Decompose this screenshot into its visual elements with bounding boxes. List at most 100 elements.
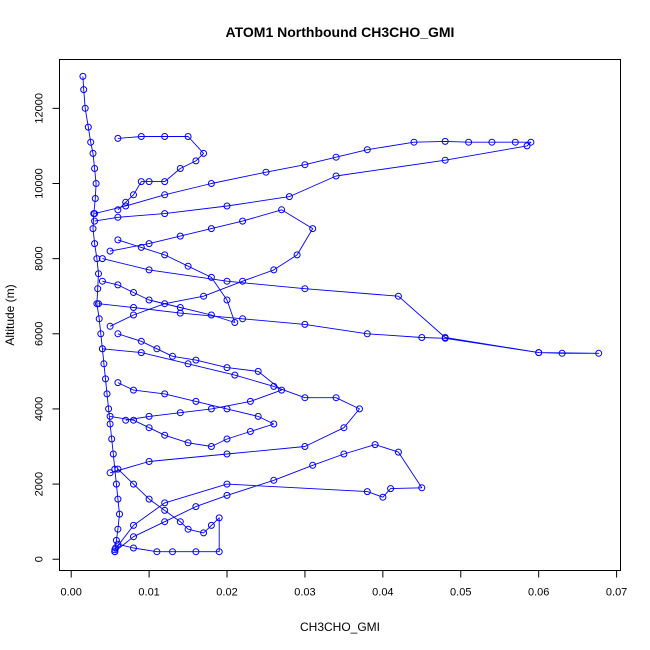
data-point <box>192 356 200 364</box>
data-point <box>176 304 184 311</box>
data-point <box>207 443 215 450</box>
x-tick-label: 0.06 <box>528 587 549 599</box>
data-point <box>103 390 111 398</box>
data-point <box>91 210 99 218</box>
data-point <box>106 420 114 428</box>
data-point <box>441 156 449 164</box>
data-point <box>91 217 99 225</box>
data-point <box>114 206 122 214</box>
data-point <box>270 476 278 484</box>
data-point <box>207 225 215 233</box>
data-point <box>223 450 231 458</box>
data-point <box>84 123 92 131</box>
data-point <box>239 217 247 225</box>
data-point <box>89 225 97 233</box>
x-tick-label: 0.03 <box>294 587 315 599</box>
data-point <box>87 138 95 146</box>
data-point <box>223 364 231 372</box>
data-point <box>106 247 114 255</box>
data-point <box>278 206 286 214</box>
data-point <box>231 371 239 379</box>
data-point <box>111 546 119 554</box>
series-7 <box>106 379 278 450</box>
data-point <box>270 266 278 274</box>
data-point <box>137 133 145 140</box>
data-point <box>169 352 176 360</box>
data-point <box>356 405 363 413</box>
data-point <box>95 270 102 278</box>
data-point <box>114 236 122 244</box>
data-point <box>114 330 122 338</box>
data-point <box>122 416 130 424</box>
series-line <box>82 76 120 552</box>
data-point <box>114 540 122 548</box>
data-point <box>418 484 426 492</box>
data-point <box>176 232 184 240</box>
data-point <box>161 431 169 439</box>
series-line <box>102 239 236 323</box>
data-point <box>207 180 215 187</box>
y-tick-label: 10000 <box>34 168 46 199</box>
series-line <box>114 444 423 553</box>
data-point <box>161 300 169 308</box>
data-point <box>184 360 192 368</box>
series-3 <box>95 255 603 357</box>
data-point <box>595 349 603 357</box>
data-point <box>145 178 153 186</box>
series-line <box>117 468 220 553</box>
data-point <box>363 146 371 154</box>
data-point <box>106 469 114 477</box>
data-point <box>200 529 208 537</box>
data-point <box>207 273 215 281</box>
x-tick-label: 0.05 <box>450 587 471 599</box>
x-tick-label: 0.02 <box>216 587 237 599</box>
data-point <box>145 240 153 248</box>
data-point <box>114 525 122 533</box>
x-tick-label: 0.00 <box>60 587 81 599</box>
data-point <box>145 424 153 432</box>
series-line <box>117 333 283 421</box>
data-point <box>184 525 192 533</box>
data-point <box>106 412 114 420</box>
data-point <box>95 300 102 308</box>
x-axis-label: CH3CHO_GMI <box>300 620 380 634</box>
series-5 <box>106 206 317 330</box>
data-point <box>223 202 231 210</box>
data-point <box>207 405 215 413</box>
data-point <box>379 493 387 501</box>
data-point <box>301 285 309 293</box>
data-point <box>91 165 99 172</box>
data-point <box>176 518 184 526</box>
data-point <box>176 165 184 172</box>
data-point <box>301 394 309 402</box>
data-point <box>145 458 153 465</box>
data-point <box>122 198 130 206</box>
series-line <box>109 209 314 327</box>
data-point <box>488 138 496 146</box>
data-point <box>527 138 535 146</box>
data-point <box>192 157 200 165</box>
series-1 <box>111 441 426 556</box>
data-point <box>137 349 145 357</box>
data-point <box>161 178 169 186</box>
chart-title: ATOM1 Northbound CH3CHO_GMI <box>226 24 455 40</box>
data-point <box>223 296 231 304</box>
series-8 <box>114 465 223 556</box>
data-point <box>100 360 108 368</box>
data-point <box>161 518 169 526</box>
data-point <box>89 149 97 157</box>
data-point <box>465 138 473 146</box>
data-point <box>80 86 88 94</box>
data-point <box>92 180 100 187</box>
data-point <box>363 488 371 496</box>
series-0 <box>79 72 123 556</box>
data-point <box>285 193 293 201</box>
data-point <box>301 443 309 450</box>
series-9 <box>114 330 286 424</box>
data-point <box>137 243 145 251</box>
data-point <box>114 465 122 473</box>
data-point <box>79 72 87 80</box>
data-point <box>108 435 116 443</box>
data-point <box>192 503 200 511</box>
